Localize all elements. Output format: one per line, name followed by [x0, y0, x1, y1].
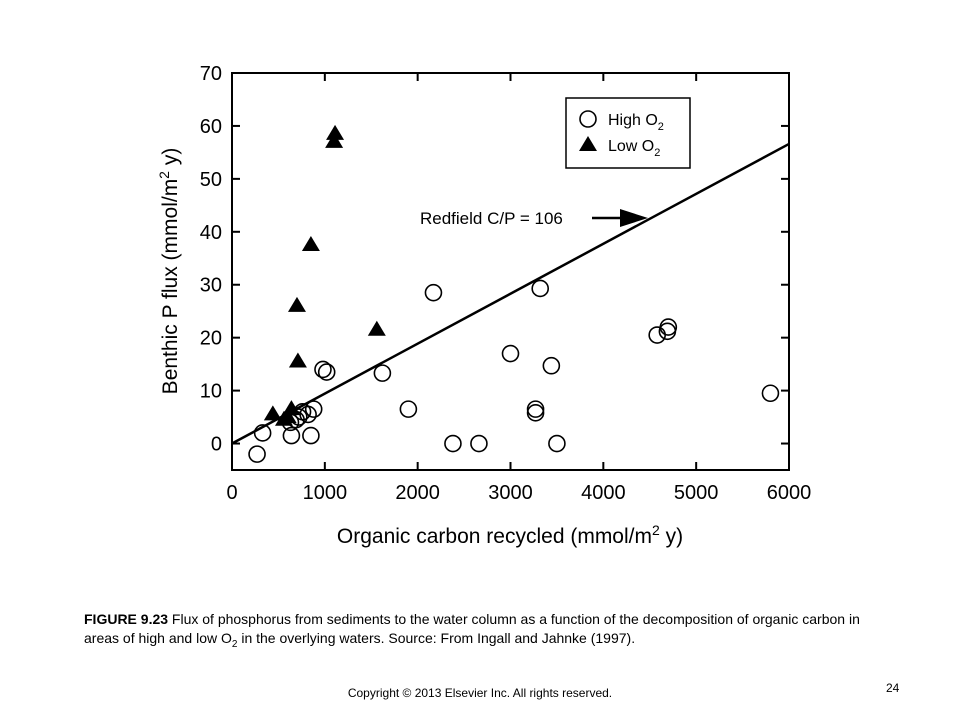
- x-tick-label: 1000: [303, 482, 348, 504]
- high-o2-point: [304, 400, 323, 418]
- legend-marker-low-o2: [579, 136, 597, 151]
- x-tick-label: 4000: [581, 482, 626, 504]
- high-o2-point: [424, 283, 443, 302]
- x-tick-label: 0: [226, 482, 237, 504]
- y-tick-label: 20: [200, 328, 222, 350]
- x-tick-label: 3000: [488, 482, 533, 504]
- high-o2-point: [531, 279, 550, 298]
- low-o2-point: [287, 296, 306, 312]
- high-o2-point: [444, 434, 462, 453]
- x-axis-title: Organic carbon recycled (mmol/m2 y): [337, 522, 683, 548]
- y-tick-label: 40: [200, 222, 222, 244]
- high-o2-point: [470, 434, 488, 453]
- legend-marker-high-o2: [579, 110, 597, 128]
- legend-label-low-o2: Low O2: [608, 138, 660, 159]
- low-o2-point: [301, 236, 320, 252]
- high-o2-point: [399, 400, 418, 418]
- y-tick-label: 10: [200, 381, 222, 403]
- data-marks: [231, 124, 790, 463]
- high-o2-point: [302, 426, 320, 445]
- y-axis-title-tail: y): [159, 148, 182, 171]
- high-o2-point: [299, 405, 317, 424]
- x-axis-title-tail: y): [660, 525, 683, 548]
- high-o2-point: [314, 360, 332, 379]
- legend-label-low-o2-sub: 2: [654, 147, 660, 159]
- low-o2-point: [278, 408, 297, 424]
- y-tick-label: 30: [200, 275, 222, 297]
- y-tick-label: 70: [200, 63, 222, 85]
- low-o2-point: [325, 132, 344, 148]
- high-o2-point: [761, 384, 780, 403]
- legend-label-high-o2: High O2: [608, 112, 664, 133]
- low-o2-point: [367, 320, 386, 336]
- high-o2-point: [317, 363, 336, 381]
- caption-text-2: in the overlying waters. Source: From In…: [237, 630, 636, 646]
- low-o2-point: [282, 400, 301, 416]
- high-o2-point: [253, 424, 272, 442]
- caption-text-sub: 2: [231, 638, 238, 650]
- axis-ticks: 0 1000 2000 3000 4000 5000 6000 0 10 20 30 40 50 60 70: [200, 63, 812, 504]
- low-o2-point: [288, 352, 307, 368]
- high-o2-point: [526, 404, 545, 422]
- legend-label-high-o2-sub: 2: [658, 121, 664, 133]
- high-o2-point: [501, 344, 520, 363]
- copyright-notice: Copyright © 2013 Elsevier Inc. All right…: [347, 686, 613, 700]
- figure-caption: FIGURE 9.23 Flux of phosphorus from sedi…: [84, 610, 884, 654]
- low-o2-point: [326, 124, 345, 140]
- y-axis-title: Benthic P flux (mmol/m2 y): [156, 148, 182, 395]
- high-o2-point: [659, 318, 678, 336]
- high-o2-point: [548, 434, 566, 453]
- x-tick-label: 6000: [767, 482, 812, 504]
- x-tick-label: 5000: [674, 482, 719, 504]
- x-axis-title-sup: 2: [652, 522, 660, 538]
- figure-label: FIGURE 9.23: [84, 611, 169, 627]
- high-o2-point: [282, 426, 301, 445]
- y-axis-title-sup: 2: [156, 171, 172, 179]
- scatter-chart: 0 1000 2000 3000 4000 5000 6000 0 10 20 30 40 50 60 70…: [156, 63, 812, 548]
- y-tick-label: 0: [211, 434, 222, 456]
- redfield-line: [231, 142, 790, 445]
- high-o2-point: [542, 356, 561, 375]
- caption-text-1: Flux of phosphorus from sediments to the…: [84, 611, 860, 646]
- page-number: 24: [886, 681, 900, 695]
- legend: High O2 Low O2: [565, 97, 691, 169]
- redfield-arrow-head: [620, 209, 648, 227]
- high-o2-point: [648, 326, 666, 344]
- high-o2-point: [526, 400, 545, 418]
- legend-box: [565, 97, 691, 169]
- y-tick-label: 60: [200, 116, 222, 138]
- y-tick-label: 50: [200, 169, 222, 191]
- high-o2-point: [248, 445, 266, 463]
- low-o2-point: [263, 405, 282, 421]
- high-o2-point: [373, 364, 392, 382]
- x-tick-label: 2000: [395, 482, 440, 504]
- redfield-label: Redfield C/P = 106: [420, 209, 563, 228]
